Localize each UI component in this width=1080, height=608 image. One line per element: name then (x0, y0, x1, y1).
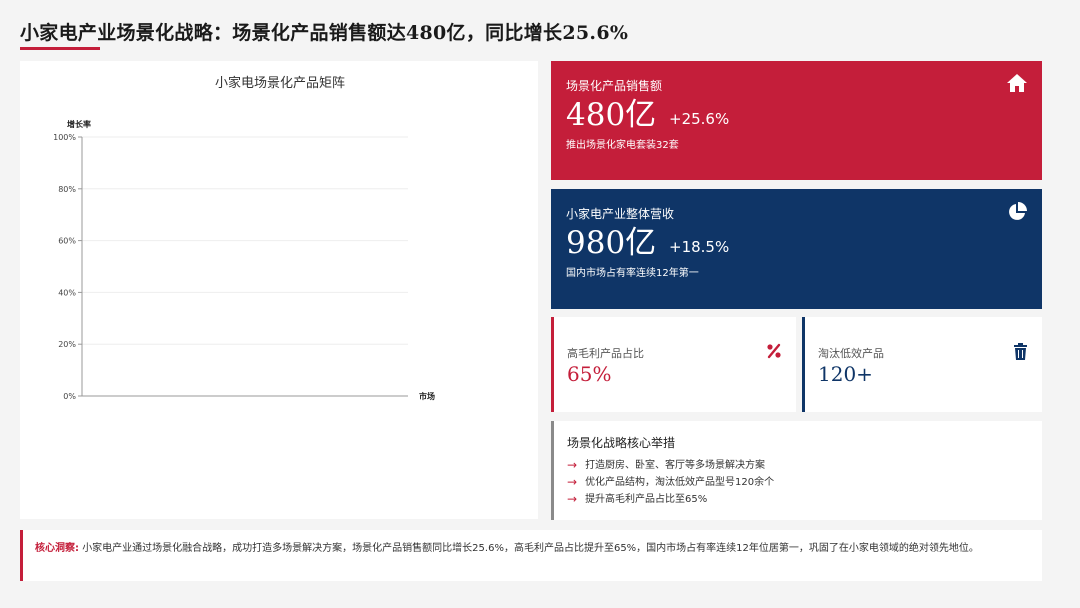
list-item: → 提升高毛利产品占比至65% (567, 492, 708, 506)
sales-card-sub: 推出场景化家电套装32套 (566, 140, 679, 151)
eliminated-products-value: 120+ (818, 362, 873, 386)
revenue-card-value: 980亿 (566, 225, 657, 261)
trash-icon (1013, 343, 1028, 364)
y-tick-label: 40% (58, 288, 76, 297)
revenue-card: 小家电产业整体营收 980亿 +18.5% 国内市场占有率连续12年第一 (551, 189, 1042, 309)
revenue-card-label: 小家电产业整体营收 (566, 207, 675, 221)
sales-card-change: +25.6% (669, 110, 730, 128)
list-item: → 优化产品结构，淘汰低效产品型号120余个 (567, 475, 775, 489)
y-axis-label: 增长率 (67, 119, 91, 129)
core-insight: 核心洞察: 小家电产业通过场景化融合战略，成功打造多场景解决方案，场景化产品销售… (20, 530, 1042, 581)
core-measures-list: → 打造厨房、卧室、客厅等多场景解决方案 → 优化产品结构，淘汰低效产品型号12… (567, 457, 774, 508)
page-title: 小家电产业场景化战略：场景化产品销售额达480亿，同比增长25.6% (20, 22, 629, 44)
chart-title: 小家电场景化产品矩阵 (215, 75, 345, 91)
insight-text: 小家电产业通过场景化融合战略，成功打造多场景解决方案，场景化产品销售额同比增长2… (82, 543, 979, 554)
high-margin-label: 高毛利产品占比 (567, 347, 644, 360)
eliminated-products-stat: 淘汰低效产品 120+ (802, 317, 1042, 412)
insight-colon: : (75, 543, 79, 554)
arrow-right-icon: → (567, 492, 578, 506)
home-icon (1006, 73, 1028, 97)
y-tick-label: 20% (58, 340, 76, 349)
pie-chart-icon (1006, 201, 1028, 227)
scatter-chart: 小家电场景化产品矩阵 增长率 市场 0% 20% 40% 60% 80% 100% (53, 75, 435, 401)
list-item: → 打造厨房、卧室、客厅等多场景解决方案 (567, 458, 766, 472)
sales-card-value: 480亿 (566, 97, 657, 133)
y-tick-label: 0% (63, 392, 76, 401)
insight-label: 核心洞察 (35, 543, 75, 554)
percent-icon (766, 343, 782, 363)
y-tick-label: 100% (53, 133, 76, 142)
core-measures-panel: 场景化战略核心举措 → 打造厨房、卧室、客厅等多场景解决方案 → 优化产品结构，… (551, 421, 1042, 520)
x-axis-label: 市场 (419, 391, 435, 401)
eliminated-products-label: 淘汰低效产品 (818, 347, 884, 360)
y-tick-label: 80% (58, 185, 76, 194)
arrow-right-icon: → (567, 458, 578, 472)
y-tick-label: 60% (58, 237, 76, 246)
arrow-right-icon: → (567, 475, 578, 489)
sales-card: 场景化产品销售额 480亿 +25.6% 推出场景化家电套装32套 (551, 61, 1042, 180)
high-margin-value: 65% (567, 362, 612, 386)
high-margin-stat: 高毛利产品占比 65% (551, 317, 796, 412)
core-measures-title: 场景化战略核心举措 (567, 436, 676, 450)
chart-panel: 小家电场景化产品矩阵 增长率 市场 0% 20% 40% 60% 80% 100% (20, 61, 538, 519)
revenue-card-change: +18.5% (669, 238, 730, 256)
title-underline (20, 47, 100, 50)
revenue-card-sub: 国内市场占有率连续12年第一 (566, 268, 699, 279)
sales-card-label: 场景化产品销售额 (566, 79, 663, 93)
